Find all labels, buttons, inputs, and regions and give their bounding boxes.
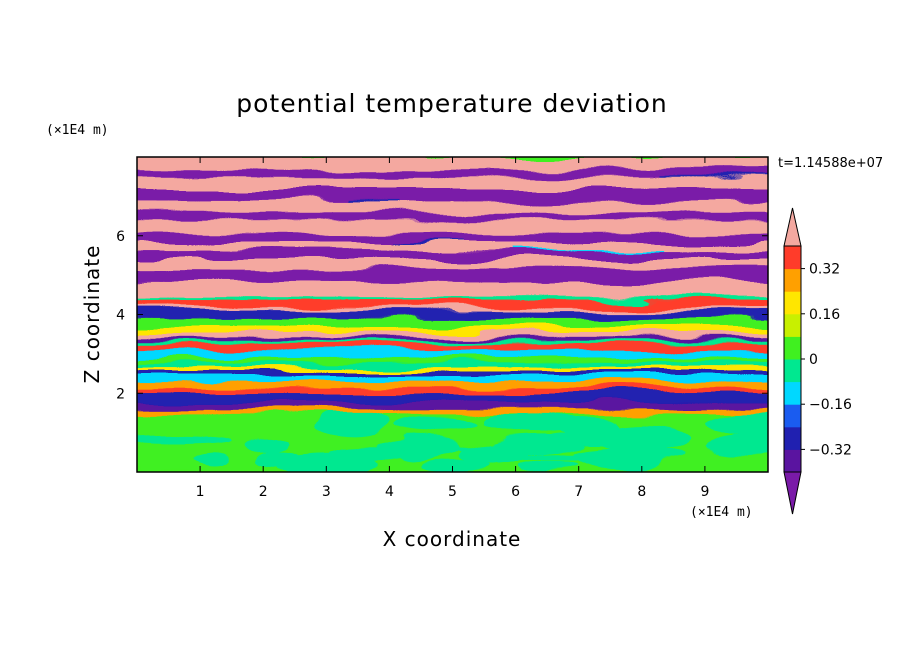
colorbar: 0.32 0.16 0 −0.16 −0.32 (783, 207, 852, 515)
field-blob (482, 413, 590, 434)
time-label: t=1.14588e+07 (778, 156, 883, 171)
field-band (137, 343, 768, 352)
x-tick-label: 6 (511, 484, 520, 500)
field-blob (510, 452, 625, 462)
field-band (137, 366, 768, 372)
field-band (137, 340, 768, 345)
field-band (137, 251, 768, 260)
chart-title: potential temperature deviation (236, 89, 667, 118)
x-tick-label: 5 (448, 484, 457, 500)
colorbar-swatch (784, 381, 801, 405)
field-band (137, 258, 768, 270)
y-tick-label: 4 (116, 308, 125, 324)
x-unit-label: (×1E4 m) (690, 505, 753, 520)
field-blob (194, 453, 228, 468)
x-tick-label: 9 (700, 484, 709, 500)
x-axis-label: X coordinate (383, 527, 522, 551)
field-band (137, 157, 768, 170)
field-blob (329, 446, 408, 461)
field-band (137, 281, 768, 297)
field-blob (709, 412, 768, 436)
x-tick-label: 8 (637, 484, 646, 500)
field-band (137, 361, 768, 368)
y-axis-label: Z coordinate (80, 245, 104, 384)
field-band (137, 374, 768, 383)
field-band (137, 306, 768, 312)
field-blob (241, 437, 292, 454)
colorbar-swatch (784, 449, 801, 473)
field-band (137, 381, 768, 390)
colorbar-swatch (784, 268, 801, 292)
field-band (137, 212, 768, 221)
colorbar-label: −0.32 (809, 442, 852, 458)
x-tick-label: 1 (196, 484, 205, 500)
field-band (137, 232, 768, 244)
field-edge (659, 176, 768, 179)
colorbar-over-arrow (783, 207, 802, 247)
field-band (137, 350, 768, 359)
field-band (137, 201, 768, 214)
colorbar-swatch (784, 404, 801, 428)
field-band (137, 318, 768, 328)
colorbar-swatch (784, 426, 801, 450)
colorbar-label: 0.16 (809, 307, 840, 323)
field-blob (137, 435, 231, 446)
x-tick-label: 7 (574, 484, 583, 500)
y-ticks: 2 4 6 (116, 229, 768, 402)
field-blob (518, 461, 576, 472)
colorbar-swatch (784, 313, 801, 337)
field-band (137, 326, 768, 334)
colorbar-swatch (784, 359, 801, 383)
colorbar-swatch (784, 246, 801, 270)
x-tick-label: 3 (322, 484, 331, 500)
field-band (137, 337, 768, 342)
field-band (137, 268, 768, 283)
field-blob (393, 415, 476, 433)
field-band (137, 332, 768, 339)
plot-area (137, 157, 768, 472)
field-edge (350, 199, 400, 203)
field-band (137, 393, 768, 403)
colorbar-under-arrow (783, 471, 802, 515)
y-unit-label: (×1E4 m) (46, 123, 109, 138)
colorbar-swatch (784, 291, 801, 315)
field-band (137, 310, 768, 320)
field-band (137, 242, 768, 253)
field-band (137, 408, 768, 414)
field-band (137, 219, 768, 234)
field-band (137, 388, 768, 395)
field-band (137, 189, 768, 203)
y-tick-label: 2 (116, 386, 125, 402)
field-blob (453, 443, 567, 454)
colorbar-label: 0.32 (809, 262, 840, 278)
field-blob (704, 433, 768, 456)
field-blob (316, 410, 389, 435)
field-edge (514, 250, 665, 253)
x-ticks: 1 2 3 4 5 6 7 8 9 (196, 157, 709, 500)
field-band (137, 299, 768, 308)
field-edge (394, 241, 465, 244)
x-tick-label: 4 (385, 484, 394, 500)
y-tick-label: 6 (116, 229, 125, 245)
field-band (137, 168, 768, 179)
field-band (137, 357, 768, 363)
field-band (137, 401, 768, 410)
colorbar-swatch (784, 336, 801, 360)
field-band (137, 177, 768, 191)
field-band (137, 294, 768, 301)
colorbar-label: 0 (809, 352, 818, 368)
colorbar-label: −0.16 (809, 397, 852, 413)
field-blob (423, 460, 491, 472)
x-tick-label: 2 (259, 484, 268, 500)
field-band (137, 370, 768, 376)
